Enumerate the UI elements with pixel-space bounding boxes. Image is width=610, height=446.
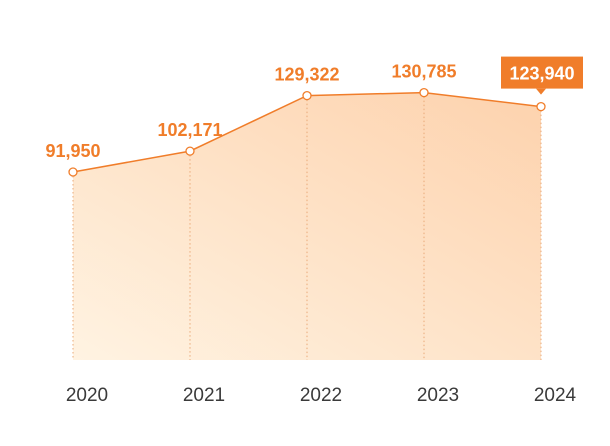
value-label-2020: 91,950 — [45, 141, 100, 161]
x-tick-label-2024: 2024 — [534, 385, 577, 406]
highlight-box — [501, 56, 583, 89]
value-label-2023: 130,785 — [391, 62, 456, 82]
x-axis-ticks-layer: 2020 2021 2022 2023 2024 — [66, 385, 577, 406]
value-labels-layer: 91,950 102,171 129,322 130,785 123,940 — [45, 56, 583, 161]
data-point-2020 — [68, 167, 78, 177]
value-label-2024: 123,940 — [509, 64, 574, 84]
value-label-2021: 102,171 — [157, 120, 222, 140]
value-label-2022: 129,322 — [274, 65, 339, 85]
data-point-2021 — [185, 146, 195, 156]
data-point-2023 — [419, 87, 429, 98]
x-tick-label-2020: 2020 — [66, 385, 108, 406]
data-point-2024 — [536, 101, 546, 112]
drop-lines-layer — [72, 92, 542, 360]
value-label-highlight: 123,940 — [501, 56, 583, 95]
markers-layer — [68, 87, 546, 177]
x-tick-label-2023: 2023 — [417, 385, 459, 406]
highlight-pointer — [536, 88, 546, 95]
x-tick-label-2022: 2022 — [300, 385, 342, 406]
x-tick-label-2021: 2021 — [183, 385, 225, 406]
data-point-2022 — [302, 90, 312, 101]
